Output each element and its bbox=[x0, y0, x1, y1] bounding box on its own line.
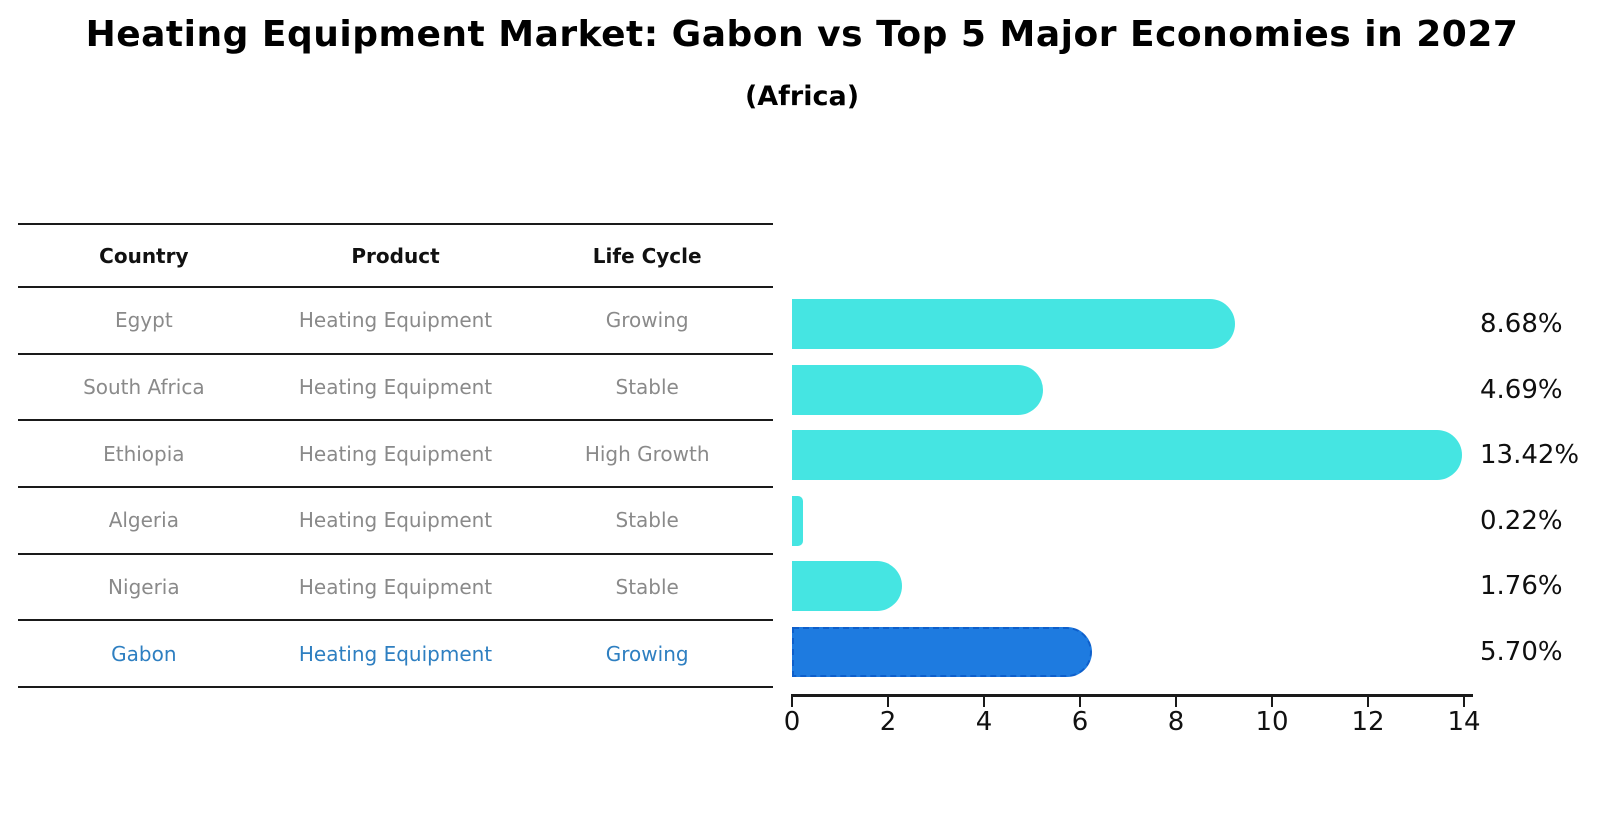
chart-subtitle: (Africa) bbox=[744, 81, 860, 112]
x-axis-tick bbox=[887, 694, 889, 707]
x-axis-tick bbox=[1463, 694, 1465, 707]
bar-algeria bbox=[792, 495, 803, 546]
x-axis-tick bbox=[1079, 694, 1081, 707]
x-axis-tick bbox=[1271, 694, 1273, 707]
bar-gabon bbox=[792, 627, 1092, 677]
value-label-ethiopia: 13.42% bbox=[1480, 440, 1580, 471]
table-header-life-cycle: Life Cycle bbox=[592, 243, 702, 268]
table-cell-product: Heating Equipment bbox=[298, 641, 493, 666]
table-header-row: Country Product Life Cycle bbox=[18, 225, 773, 288]
value-label-south-africa: 4.69% bbox=[1480, 374, 1563, 405]
table-row-algeria: Algeria Heating Equipment Stable bbox=[18, 488, 773, 555]
table-cell-life-cycle: Growing bbox=[605, 308, 689, 333]
x-axis-tick-label: 6 bbox=[1071, 707, 1089, 737]
x-axis-tick-label: 0 bbox=[783, 707, 801, 737]
table-cell-product: Heating Equipment bbox=[298, 375, 493, 400]
table-cell-life-cycle: Stable bbox=[615, 508, 679, 533]
table-cell-country: Ethiopia bbox=[103, 441, 185, 466]
chart-title: Heating Equipment Market: Gabon vs Top 5… bbox=[85, 14, 1519, 55]
table-header-country: Country bbox=[99, 243, 189, 268]
table-cell-life-cycle: High Growth bbox=[584, 441, 710, 466]
table-cell-product: Heating Equipment bbox=[298, 575, 493, 600]
table-row-south-africa: South Africa Heating Equipment Stable bbox=[18, 355, 773, 422]
x-axis-tick-label: 10 bbox=[1255, 707, 1289, 737]
table-header-product: Product bbox=[351, 243, 440, 268]
value-labels: 8.68% 4.69% 13.42% 0.22% 1.76% 5.70% bbox=[1480, 299, 1604, 695]
table-cell-product: Heating Equipment bbox=[298, 308, 493, 333]
value-label-egypt: 8.68% bbox=[1480, 309, 1563, 339]
table-row-nigeria: Nigeria Heating Equipment Stable bbox=[18, 555, 773, 622]
value-label-algeria: 0.22% bbox=[1480, 505, 1563, 536]
value-label-gabon: 5.70% bbox=[1480, 637, 1563, 667]
table-row-ethiopia: Ethiopia Heating Equipment High Growth bbox=[18, 421, 773, 489]
x-axis-tick-label: 4 bbox=[975, 707, 993, 737]
x-axis-tick bbox=[791, 694, 793, 707]
x-axis-tick bbox=[1175, 694, 1177, 707]
table-cell-country: Algeria bbox=[108, 508, 179, 533]
bar-plot bbox=[792, 299, 1473, 695]
x-axis-tick bbox=[983, 694, 985, 707]
x-axis-tick-label: 12 bbox=[1351, 707, 1385, 737]
table-cell-country: Egypt bbox=[114, 308, 173, 333]
bar-ethiopia bbox=[792, 430, 1463, 481]
bar-nigeria bbox=[792, 561, 903, 612]
bar-egypt bbox=[792, 299, 1235, 349]
country-table: Country Product Life Cycle Egypt Heating … bbox=[18, 223, 773, 689]
table-cell-country: South Africa bbox=[83, 375, 205, 400]
x-axis-tick-label: 2 bbox=[879, 707, 897, 737]
table-cell-country: Nigeria bbox=[108, 575, 180, 600]
value-label-nigeria: 1.76% bbox=[1480, 571, 1563, 602]
bar-south-africa bbox=[792, 364, 1044, 415]
x-axis-tick bbox=[1367, 694, 1369, 707]
x-axis-tick-label: 14 bbox=[1447, 707, 1481, 737]
table-cell-life-cycle: Stable bbox=[615, 375, 679, 400]
x-axis-tick-label: 8 bbox=[1167, 707, 1185, 737]
table-cell-product: Heating Equipment bbox=[298, 508, 493, 533]
table-row-egypt: Egypt Heating Equipment Growing bbox=[18, 288, 773, 355]
x-axis-line bbox=[792, 694, 1473, 697]
table-row-gabon: Gabon Heating Equipment Growing bbox=[18, 621, 773, 689]
table-cell-life-cycle: Stable bbox=[615, 575, 679, 600]
table-cell-product: Heating Equipment bbox=[298, 441, 493, 466]
table-cell-country: Gabon bbox=[111, 641, 177, 666]
table-cell-life-cycle: Growing bbox=[605, 641, 689, 666]
table-body: Egypt Heating Equipment Growing South Afric… bbox=[18, 288, 773, 689]
